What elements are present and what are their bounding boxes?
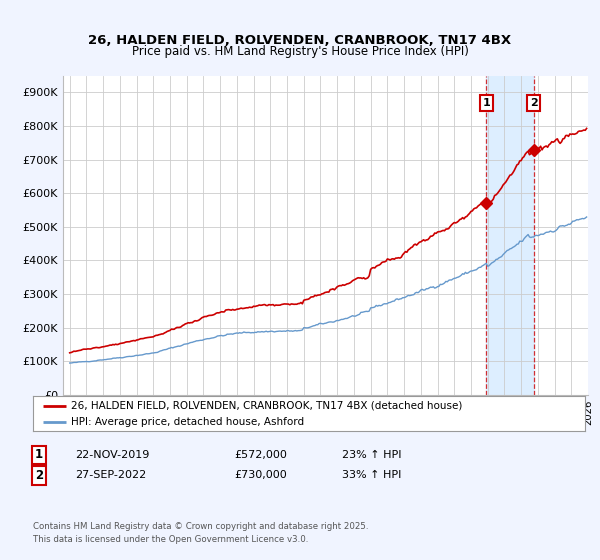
Bar [486, 76, 533, 395]
Text: 22-NOV-2019: 22-NOV-2019 [75, 450, 149, 460]
Text: 33% ↑ HPI: 33% ↑ HPI [342, 470, 401, 480]
Text: Contains HM Land Registry data © Crown copyright and database right 2025.
This d: Contains HM Land Registry data © Crown c… [33, 522, 368, 544]
Text: HPI: Average price, detached house, Ashford: HPI: Average price, detached house, Ashf… [71, 417, 304, 427]
Text: £572,000: £572,000 [234, 450, 287, 460]
Text: 26, HALDEN FIELD, ROLVENDEN, CRANBROOK, TN17 4BX (detached house): 26, HALDEN FIELD, ROLVENDEN, CRANBROOK, … [71, 400, 462, 410]
Text: Price paid vs. HM Land Registry's House Price Index (HPI): Price paid vs. HM Land Registry's House … [131, 45, 469, 58]
Text: 23% ↑ HPI: 23% ↑ HPI [342, 450, 401, 460]
Text: 2: 2 [35, 469, 43, 482]
Text: 2: 2 [530, 98, 538, 108]
Text: £730,000: £730,000 [234, 470, 287, 480]
Text: 26, HALDEN FIELD, ROLVENDEN, CRANBROOK, TN17 4BX: 26, HALDEN FIELD, ROLVENDEN, CRANBROOK, … [88, 34, 512, 48]
Text: 1: 1 [35, 448, 43, 461]
Text: 1: 1 [482, 98, 490, 108]
Text: 27-SEP-2022: 27-SEP-2022 [75, 470, 146, 480]
